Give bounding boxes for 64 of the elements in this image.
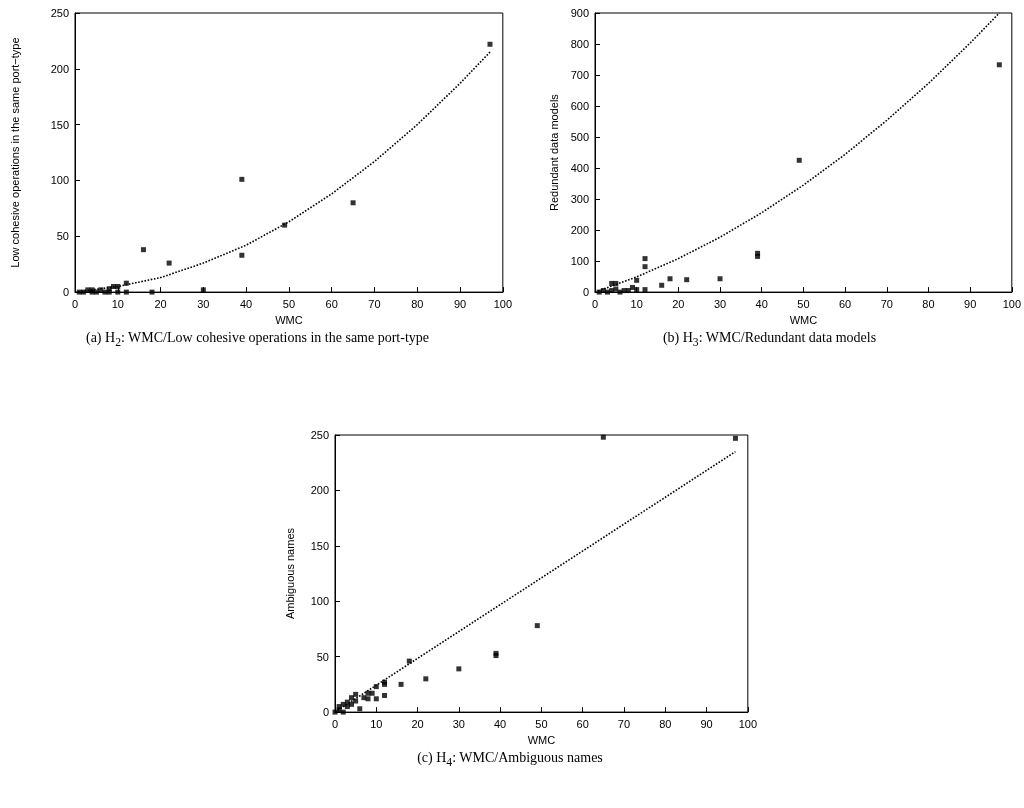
x-axis-title: WMC: [275, 313, 303, 326]
x-tick-label: 0: [71, 297, 79, 310]
y-tick-label: 800: [570, 38, 589, 51]
y-axis-title: Ambiguous names: [283, 527, 296, 620]
x-tick-label: 70: [617, 717, 631, 730]
x-tick-label: 90: [700, 717, 713, 730]
y-tick-label: 100: [310, 595, 329, 608]
x-tick-label: 30: [452, 717, 465, 730]
y-tick-label: 700: [570, 69, 589, 82]
y-tick-label: 200: [310, 484, 329, 497]
y-tick-label: 0: [582, 286, 589, 299]
y-tick-label: 300: [570, 193, 589, 206]
x-tick-label: 60: [325, 297, 338, 310]
x-tick-label: 10: [370, 717, 383, 730]
x-tick-label: 100: [738, 717, 757, 730]
x-tick-label: 30: [197, 297, 210, 310]
x-tick-label: 20: [411, 717, 424, 730]
x-tick-label: 50: [282, 297, 296, 310]
x-tick-label: 70: [368, 297, 381, 310]
x-tick-label: 80: [922, 297, 935, 310]
y-tick-label: 0: [322, 706, 329, 719]
y-tick-label: 250: [310, 429, 329, 441]
x-tick-label: 0: [591, 297, 599, 310]
x-tick-label: 80: [659, 717, 672, 730]
x-tick-label: 90: [964, 297, 977, 310]
x-tick-label: 20: [154, 297, 167, 310]
y-tick-label: 150: [310, 539, 329, 552]
y-tick-label: 900: [570, 7, 589, 19]
x-tick-label: 100: [1002, 297, 1021, 310]
y-tick-label: 400: [570, 162, 589, 175]
x-tick-label: 80: [411, 297, 424, 310]
y-tick-label: 100: [570, 255, 589, 268]
x-tick-label: 70: [880, 297, 893, 310]
x-axis-title: WMC: [527, 733, 556, 746]
text: (b) H$_{3}$: WMC/Redundant data models: [661, 330, 878, 349]
y-tick-label: 500: [570, 131, 589, 144]
x-tick-label: 10: [111, 297, 124, 310]
x-tick-label: 90: [453, 297, 467, 310]
x-tick-label: 50: [535, 717, 548, 730]
y-tick-label: 0: [62, 286, 69, 299]
y-tick-label: 150: [50, 118, 69, 131]
x-axis-title: WMC: [789, 313, 818, 326]
x-tick-label: 60: [576, 717, 589, 730]
x-tick-label: 50: [797, 297, 810, 310]
x-tick-label: 0: [331, 717, 339, 730]
x-tick-label: 40: [494, 717, 507, 730]
y-tick-label: 200: [50, 62, 69, 75]
y-tick-label: 100: [50, 174, 69, 187]
y-tick-label: 250: [50, 7, 69, 19]
y-axis-title: Redundant data models: [548, 93, 561, 211]
x-tick-label: 40: [755, 297, 768, 310]
text: (a) H$_{2}$: WMC/Low cohesive operations in the same port-type: [84, 330, 430, 349]
x-tick-label: 40: [240, 297, 253, 310]
y-tick-label: 200: [570, 224, 589, 237]
y-tick-label: 600: [570, 100, 589, 113]
x-tick-label: 60: [838, 297, 852, 310]
x-tick-label: 100: [493, 297, 512, 310]
x-tick-label: 30: [713, 297, 727, 310]
y-axis-title: Low cohesive operations in the same port−type: [8, 37, 21, 268]
y-tick-label: 50: [316, 650, 329, 663]
y-tick-label: 50: [56, 230, 69, 243]
text: (c) H$_{4}$: WMC/Ambiguous names: [416, 750, 604, 769]
x-tick-label: 20: [672, 297, 685, 310]
x-tick-label: 10: [630, 297, 643, 310]
